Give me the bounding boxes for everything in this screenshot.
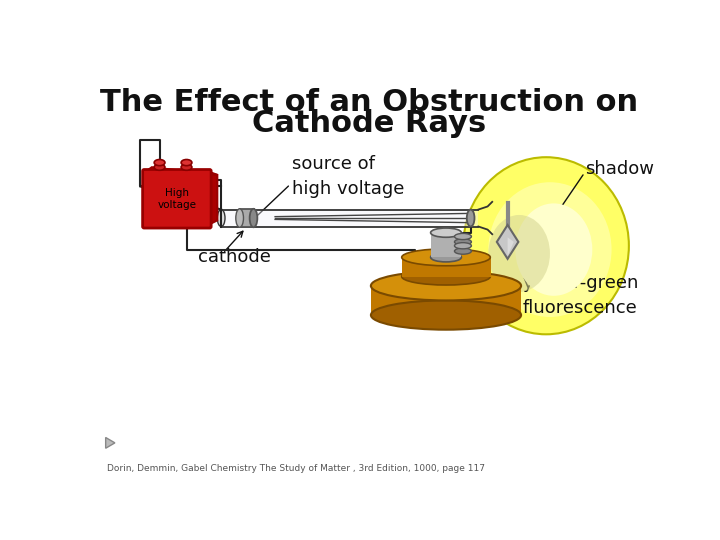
- Ellipse shape: [431, 253, 462, 262]
- Text: Cathode Rays: Cathode Rays: [252, 110, 486, 138]
- FancyBboxPatch shape: [240, 209, 253, 227]
- FancyBboxPatch shape: [402, 257, 490, 276]
- Text: yellow-green
fluorescence: yellow-green fluorescence: [523, 274, 639, 318]
- Ellipse shape: [454, 242, 472, 249]
- Ellipse shape: [402, 249, 490, 266]
- Ellipse shape: [181, 159, 192, 166]
- FancyBboxPatch shape: [372, 286, 521, 315]
- Ellipse shape: [181, 164, 192, 170]
- Polygon shape: [146, 167, 217, 175]
- Ellipse shape: [154, 164, 165, 170]
- FancyBboxPatch shape: [221, 210, 478, 226]
- Ellipse shape: [371, 300, 521, 330]
- Ellipse shape: [488, 182, 611, 317]
- FancyBboxPatch shape: [431, 233, 462, 257]
- Ellipse shape: [235, 209, 243, 227]
- Ellipse shape: [402, 268, 490, 285]
- Polygon shape: [508, 237, 514, 256]
- FancyBboxPatch shape: [143, 170, 211, 228]
- Text: Dorin, Demmin, Gabel Chemistry The Study of Matter , 3rd Edition, 1000, page 117: Dorin, Demmin, Gabel Chemistry The Study…: [107, 464, 485, 473]
- Ellipse shape: [250, 209, 257, 227]
- Ellipse shape: [431, 228, 462, 237]
- Text: cathode: cathode: [198, 248, 271, 266]
- Polygon shape: [210, 173, 217, 224]
- Ellipse shape: [488, 215, 550, 292]
- Text: High
voltage: High voltage: [158, 188, 197, 210]
- Polygon shape: [497, 225, 518, 259]
- Ellipse shape: [467, 210, 474, 226]
- Ellipse shape: [516, 204, 593, 296]
- Ellipse shape: [464, 157, 629, 334]
- Ellipse shape: [454, 248, 472, 254]
- Text: The Effect of an Obstruction on: The Effect of an Obstruction on: [100, 88, 638, 117]
- Ellipse shape: [371, 271, 521, 300]
- Polygon shape: [106, 437, 115, 448]
- Ellipse shape: [154, 159, 165, 166]
- Ellipse shape: [454, 239, 472, 245]
- Text: source of
high voltage: source of high voltage: [292, 155, 405, 198]
- Ellipse shape: [217, 210, 225, 226]
- Text: shadow: shadow: [585, 160, 654, 178]
- Ellipse shape: [454, 233, 472, 240]
